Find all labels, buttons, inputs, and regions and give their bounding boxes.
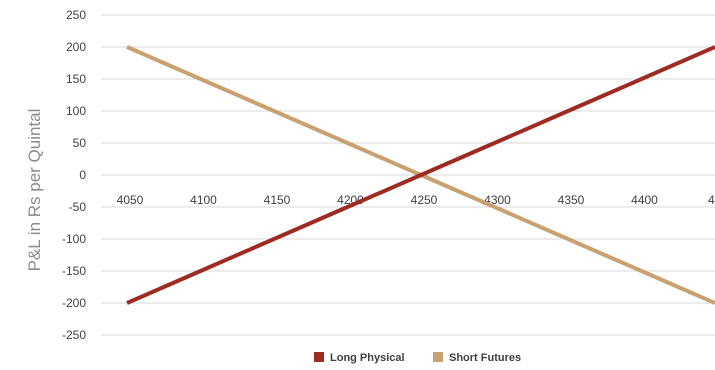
y-axis-title: P&L in Rs per Quintal: [25, 109, 44, 272]
x-tick-label: 4050: [117, 193, 144, 207]
y-tick-label: -50: [69, 200, 87, 214]
x-tick-label: 4350: [558, 193, 585, 207]
y-tick-label: -150: [62, 264, 86, 278]
x-tick-labels: 40504100415042004250430043504400445: [117, 193, 715, 207]
y-tick-labels: 250 200 150 100 50 0 -50 -100 -150 -200 -250: [62, 8, 86, 342]
series-lines: [126, 45, 715, 305]
x-tick-label: 4150: [264, 193, 291, 207]
y-tick-label: 150: [66, 72, 86, 86]
y-tick-label: 50: [73, 136, 87, 150]
x-tick-label: 445: [708, 193, 715, 207]
legend-label: Short Futures: [449, 352, 521, 364]
series-line-long-physical: [126, 45, 715, 305]
y-tick-label: 100: [66, 104, 86, 118]
y-tick-label: 200: [66, 40, 86, 54]
y-tick-label: 0: [79, 168, 86, 182]
legend: Long Physical Short Futures: [314, 352, 521, 364]
x-tick-label: 4250: [411, 193, 438, 207]
x-tick-label: 4400: [631, 193, 658, 207]
y-tick-label: -200: [62, 296, 86, 310]
x-tick-label: 4100: [190, 193, 217, 207]
grid-lines: [101, 14, 715, 336]
y-tick-label: -250: [62, 328, 86, 342]
y-tick-label: -100: [62, 232, 86, 246]
legend-swatch: [433, 352, 443, 362]
legend-swatch: [314, 352, 324, 362]
legend-label: Long Physical: [330, 352, 405, 364]
y-tick-label: 250: [66, 8, 86, 22]
